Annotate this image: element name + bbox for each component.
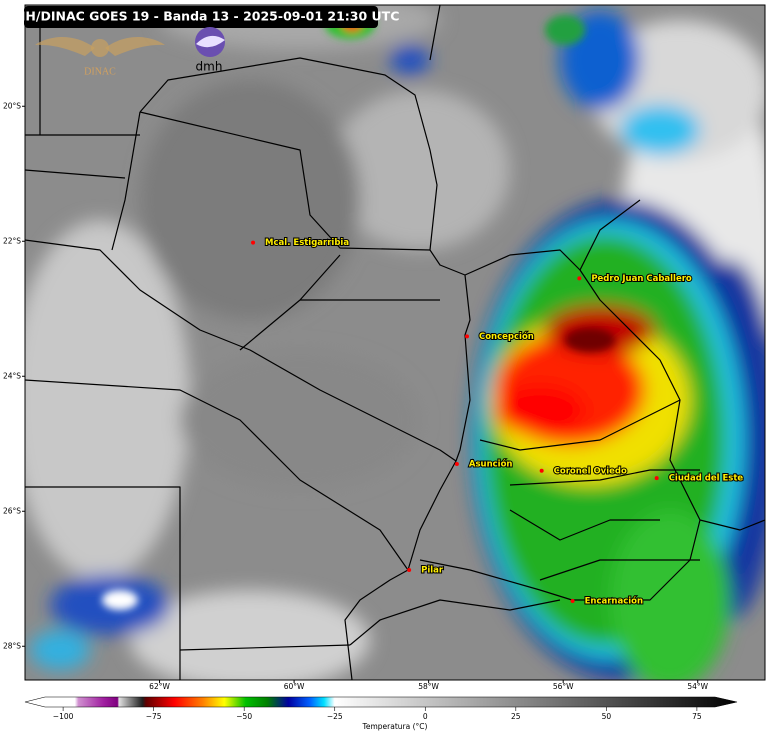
borders (25, 5, 765, 680)
city-marker (251, 240, 256, 245)
lat-tick-label: 26°S (3, 506, 21, 515)
city-marker (539, 468, 544, 473)
city-label: Pilar (421, 565, 444, 575)
city-label: Pedro Juan Caballero (591, 274, 692, 284)
lon-tick-label: 54°W (687, 682, 708, 691)
colorbar-tick-label: 50 (602, 712, 612, 721)
lon-tick-label: 62°W (149, 682, 170, 691)
colorbar-tick-label: −100 (53, 712, 74, 721)
lon-tick-label: 56°W (553, 682, 574, 691)
logo-left-text: DINAC (84, 66, 116, 77)
colorbar-label: Temperatura (°C) (362, 722, 428, 731)
city-label: Asunción (469, 459, 513, 470)
city-marker (570, 599, 575, 604)
map-frame (24, 4, 766, 681)
colorbar-tick-label: −75 (146, 712, 162, 721)
title: DMH/DINAC GOES 19 - Banda 13 - 2025-09-0… (3, 9, 400, 24)
city-marker (454, 462, 459, 466)
lat-tick-label: 24°S (3, 371, 21, 380)
dmh-logo: dmh (195, 27, 225, 74)
city-marker (577, 276, 582, 281)
lat-tick-label: 20°S (3, 101, 21, 110)
city-marker (654, 476, 659, 481)
colorbar: Temperatura (°C) −100 −75 −50 −25 0 25 50 75 (24, 696, 738, 731)
dinac-logo: DINAC (35, 37, 165, 77)
city-marker (464, 334, 469, 339)
city-label: Encarnación (585, 596, 643, 607)
logo-right-text: dmh (196, 60, 223, 74)
city-label: Mcal. Estigarribia (265, 238, 349, 248)
satellite-map (25, 5, 765, 680)
colorbar-tick-label: 0 (423, 712, 428, 721)
lon-tick-label: 60°W (284, 682, 305, 691)
lon-tick-label: 58°W (418, 682, 439, 691)
city-label: Coronel Oviedo (554, 466, 627, 476)
city-label: Concepción (479, 331, 534, 342)
city-label: Ciudad del Este (669, 474, 744, 484)
colorbar-tick-label: −50 (236, 712, 252, 721)
colorbar-tick-label: 75 (692, 712, 702, 721)
lat-tick-label: 28°S (3, 641, 21, 650)
colorbar-tick-label: −25 (327, 712, 343, 721)
cloud-field (25, 5, 765, 680)
colorbar-tick-label: 25 (511, 712, 521, 721)
lat-tick-label: 22°S (3, 236, 21, 245)
title-box (24, 6, 378, 28)
city-marker (407, 567, 412, 572)
colorbar-bar (24, 696, 738, 708)
